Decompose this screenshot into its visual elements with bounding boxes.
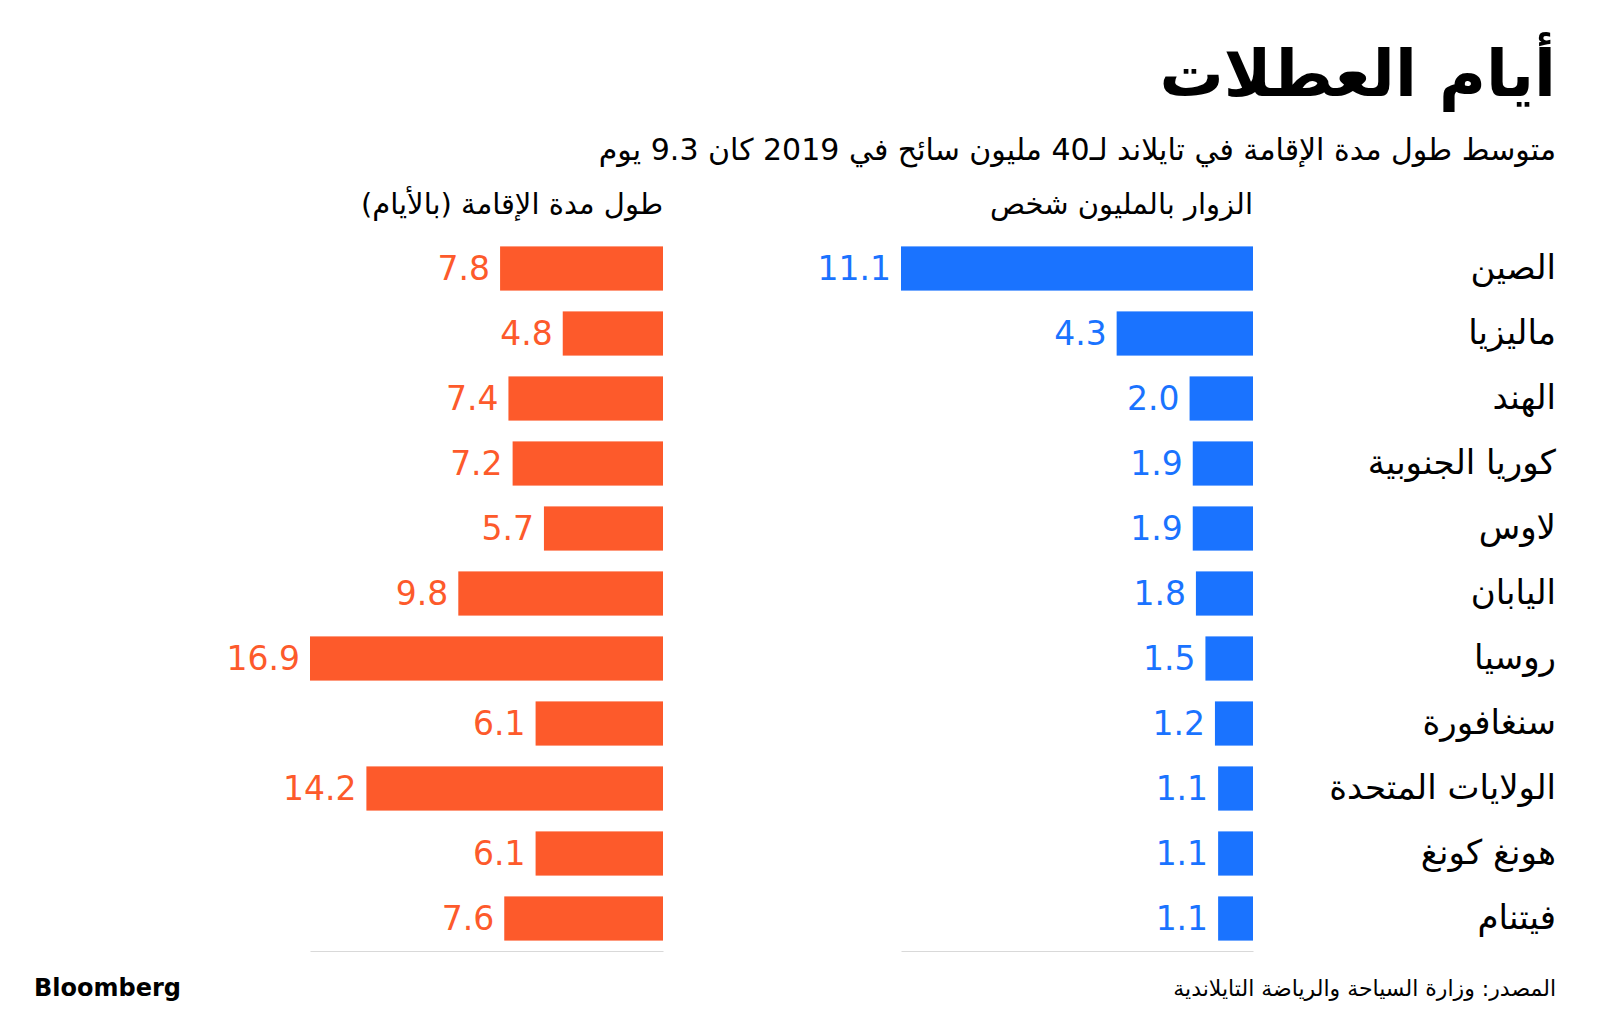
data-label: 6.1 <box>473 834 525 873</box>
tick: الهند <box>1492 377 1556 417</box>
data-label: 5.7 <box>481 509 533 548</box>
x-axis <box>311 951 664 952</box>
x-axis <box>902 951 1254 952</box>
panel: الزوار بالمليون شخص 11.1 4.3 2.0 1.9 1.9 1.8 1.… <box>818 187 1557 952</box>
bar <box>310 636 663 680</box>
data-label: 1.1 <box>1156 834 1208 873</box>
data-label: 16.9 <box>227 639 300 678</box>
subtitle: متوسط طول مدة الإقامة في تايلاند لـ40 مل… <box>599 132 1556 168</box>
tick: اليابان <box>1471 572 1556 612</box>
bar <box>1117 311 1253 355</box>
tick: الولايات المتحدة <box>1329 767 1556 808</box>
bar <box>1215 701 1253 745</box>
bar <box>1218 896 1253 940</box>
y-axis: الصين ماليزيا الهند كوريا الجنوبية لاوس الياب… <box>1329 247 1557 937</box>
bar <box>1193 506 1253 550</box>
bar <box>1190 376 1253 420</box>
panel-title: الزوار بالمليون شخص <box>990 187 1253 221</box>
data-label: 9.8 <box>396 574 448 613</box>
source: المصدر: وزارة السياحة والرياضة التايلاند… <box>1173 976 1556 1001</box>
bar <box>563 311 663 355</box>
data-label: 1.9 <box>1130 444 1182 483</box>
tick: كوريا الجنوبية <box>1368 442 1557 483</box>
tick: ماليزيا <box>1468 312 1556 353</box>
panel-title: طول مدة الإقامة (بالأيام) <box>361 185 663 222</box>
data-label: 7.8 <box>438 249 490 288</box>
tick: لاوس <box>1479 507 1556 548</box>
data-labels: 7.8 4.87.4 7.2 5.7 9.8 16.9 6.1 14.2 6.1 7.6 <box>227 249 553 938</box>
data-label: 7.6 <box>442 899 494 938</box>
category-label: الهند <box>1492 377 1556 417</box>
bar <box>901 246 1253 290</box>
data-label: 1.8 <box>1133 574 1185 613</box>
bar <box>366 766 663 810</box>
bar <box>504 896 663 940</box>
category-label: فيتنام <box>1478 897 1556 937</box>
chart-root: أيام العطلات متوسط طول مدة الإقامة في تاي… <box>0 0 1600 1035</box>
data-label: 14.2 <box>283 769 356 808</box>
category-label: روسيا <box>1474 637 1556 678</box>
category-label: لاوس <box>1479 507 1556 548</box>
category-label: الصين <box>1471 247 1556 288</box>
tick: روسيا <box>1474 637 1556 678</box>
data-label: 6.1 <box>473 704 525 743</box>
data-label: 7.4 <box>446 379 498 418</box>
bar <box>1205 636 1253 680</box>
brand: Bloomberg <box>34 974 181 1002</box>
data-label: 1.1 <box>1156 769 1208 808</box>
category-label: سنغافورة <box>1422 702 1556 743</box>
bar <box>508 376 663 420</box>
data-label: 1.9 <box>1130 509 1182 548</box>
bar <box>1196 571 1253 615</box>
chart-svg: أيام العطلات متوسط طول مدة الإقامة في تاي… <box>0 0 1600 1035</box>
data-label: 1.5 <box>1143 639 1195 678</box>
data-labels: 11.1 4.3 2.0 1.9 1.9 1.8 1.5 1.2 1.1 1.1 1.1 <box>818 249 1209 938</box>
data-label: 1.1 <box>1156 899 1208 938</box>
tick: سنغافورة <box>1422 702 1556 743</box>
axis-line <box>902 951 1254 952</box>
bar <box>536 701 663 745</box>
bar <box>536 831 663 875</box>
category-label: كوريا الجنوبية <box>1368 442 1557 483</box>
bar <box>544 506 663 550</box>
bar <box>458 571 663 615</box>
data-label: 1.2 <box>1152 704 1204 743</box>
data-label: 11.1 <box>818 249 891 288</box>
axis-line <box>311 951 664 952</box>
data-label: 4.8 <box>500 314 552 353</box>
category-label: هونغ كونغ <box>1421 832 1556 873</box>
panel: طول مدة الإقامة (بالأيام) 7.8 4.87.4 7.2 5.7… <box>227 185 664 952</box>
tick: الصين <box>1471 247 1556 288</box>
tick: هونغ كونغ <box>1421 832 1556 873</box>
bar <box>513 441 663 485</box>
title: أيام العطلات <box>1159 32 1556 112</box>
bar <box>1218 766 1253 810</box>
tick: فيتنام <box>1478 897 1556 937</box>
bar <box>1218 831 1253 875</box>
category-label: ماليزيا <box>1468 312 1556 353</box>
bar <box>1193 441 1253 485</box>
bar <box>500 246 663 290</box>
category-label: الولايات المتحدة <box>1329 767 1556 808</box>
data-label: 7.2 <box>450 444 502 483</box>
data-label: 2.0 <box>1127 379 1179 418</box>
bars <box>901 246 1253 940</box>
bars <box>310 246 663 940</box>
data-label: 4.3 <box>1054 314 1106 353</box>
category-label: اليابان <box>1471 572 1556 612</box>
